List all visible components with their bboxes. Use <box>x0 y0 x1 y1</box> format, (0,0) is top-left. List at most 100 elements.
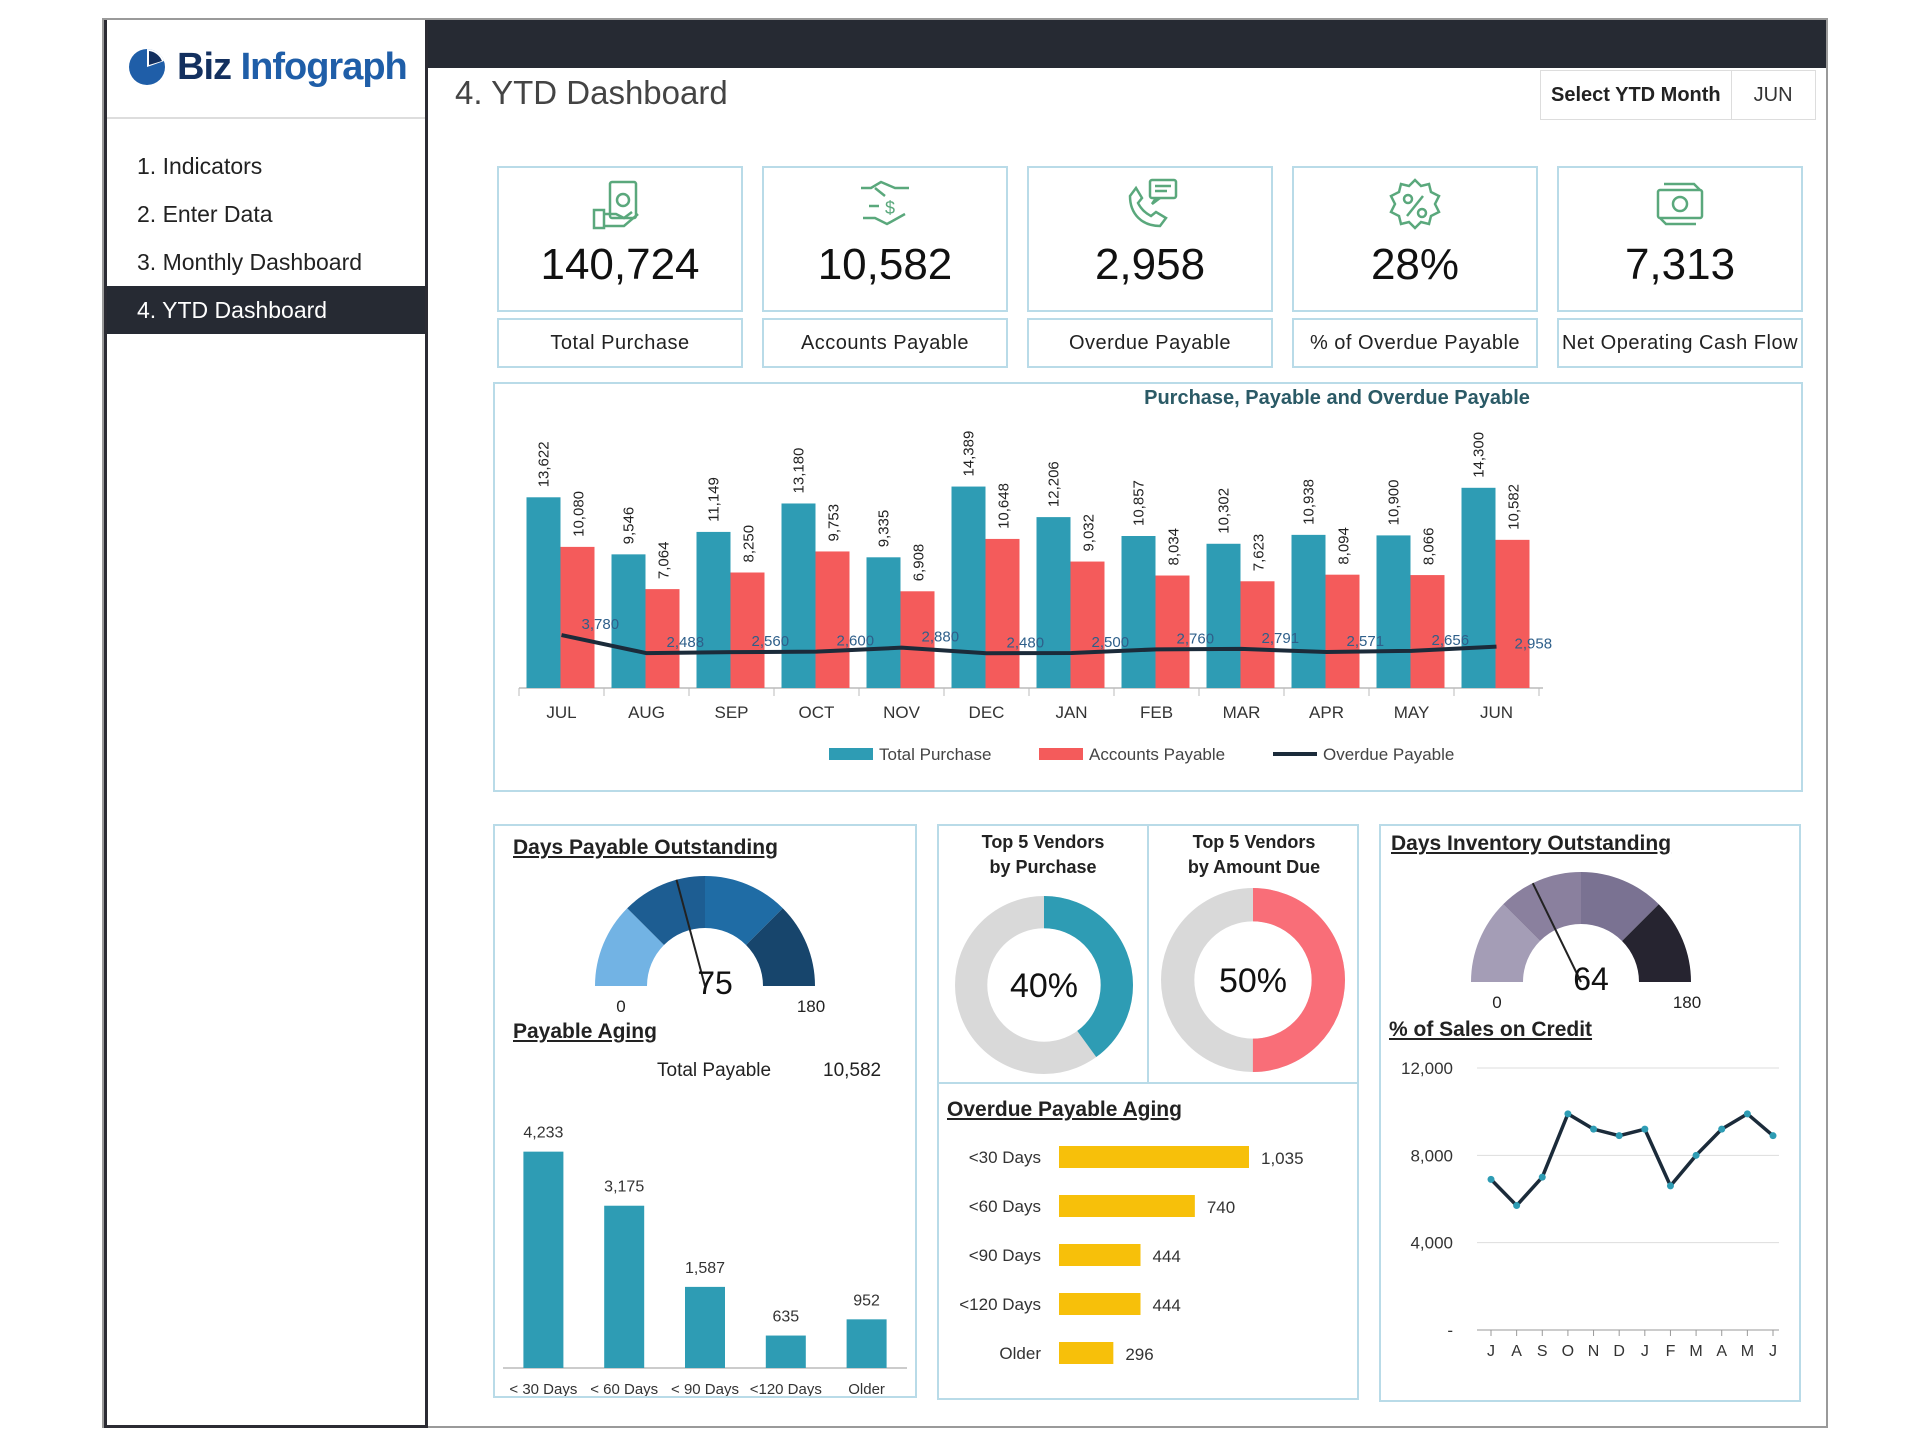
top5-due-title: Top 5 Vendors by Amount Due <box>1149 830 1359 880</box>
gauge-segment <box>595 908 664 986</box>
overdue-aging-bar <box>1059 1293 1141 1315</box>
overdue-aging-value: 1,035 <box>1261 1149 1304 1168</box>
dashboard-frame <box>102 18 1828 1428</box>
dpo-gauge: 75 0 180 <box>595 876 825 1016</box>
kpi-value: 2,958 <box>1094 240 1206 289</box>
overdue-aging-label: <120 Days <box>959 1295 1041 1314</box>
credit-point <box>1487 1175 1495 1183</box>
top5-due-donut: 50% <box>1161 888 1345 1072</box>
ytd-month-value[interactable]: JUN <box>1753 83 1793 106</box>
bar-total-purchase <box>1121 536 1156 688</box>
y-tick-label: 8,000 <box>1410 1146 1453 1165</box>
overdue-aging-bar <box>1059 1244 1141 1266</box>
kpi-card-total-purchase: 140,724 <box>497 166 743 312</box>
data-label-total-purchase: 13,180 <box>791 448 808 494</box>
cash-hand-icon <box>592 180 639 230</box>
phone-chat-icon <box>1128 178 1178 228</box>
x-tick-label: D <box>1613 1343 1625 1360</box>
bar-accounts-payable <box>1410 575 1445 688</box>
data-label-overdue-payable: 2,600 <box>837 633 875 650</box>
dpo-title: Days Payable Outstanding <box>513 836 778 859</box>
data-label-accounts-payable: 10,582 <box>1506 484 1523 530</box>
aging-x-label: < 90 Days <box>671 1381 739 1396</box>
overdue-aging-value: 444 <box>1153 1247 1181 1266</box>
vendors-divider <box>1147 826 1149 1082</box>
x-tick-label: N <box>1588 1343 1600 1360</box>
sidebar: Biz Infograph 1. Indicators 2. Enter Dat… <box>104 20 428 1428</box>
bar-total-purchase <box>866 557 901 688</box>
overdue-aging-label: <60 Days <box>969 1197 1041 1216</box>
data-label-overdue-payable: 3,780 <box>582 616 620 633</box>
dio-title: Days Inventory Outstanding <box>1391 832 1672 855</box>
data-label-overdue-payable: 2,560 <box>752 633 790 650</box>
kpi-label-percent-overdue: % of Overdue Payable <box>1292 318 1538 368</box>
bar-accounts-payable <box>900 591 935 688</box>
gauge-needle <box>1531 882 1582 983</box>
legend-label-total-purchase: Total Purchase <box>879 745 991 764</box>
data-label-total-purchase: 9,546 <box>621 507 638 545</box>
gauge-min-label: 0 <box>616 997 625 1016</box>
x-tick-label: MAR <box>1223 703 1261 722</box>
x-tick-label: AUG <box>628 703 665 722</box>
bar-accounts-payable <box>560 546 595 688</box>
aging-bar <box>604 1205 645 1368</box>
nav-item-ytd-dashboard[interactable]: 4. YTD Dashboard <box>107 286 425 334</box>
kpi-value: 7,313 <box>1624 240 1736 289</box>
ytd-month-selector[interactable]: Select YTD Month JUN <box>1540 70 1816 120</box>
credit-point <box>1666 1182 1674 1190</box>
data-label-accounts-payable: 8,034 <box>1166 528 1183 566</box>
overdue-aging-bar <box>1059 1195 1195 1217</box>
data-label-accounts-payable: 7,064 <box>656 542 673 580</box>
brand-logo: Biz Infograph <box>127 42 408 92</box>
gauge-needle <box>675 879 706 987</box>
kpi-card-overdue-payable: 2,958 <box>1027 166 1273 312</box>
panel-purchase-payable: Purchase, Payable and Overdue Payable 13,… <box>493 382 1803 792</box>
data-label-total-purchase: 10,302 <box>1216 488 1233 534</box>
bar-total-purchase <box>611 554 646 688</box>
donut-value-arc <box>1161 888 1345 1072</box>
data-label-accounts-payable: 6,908 <box>911 544 928 582</box>
aging-data-label: 952 <box>853 1292 880 1309</box>
credit-point <box>1590 1125 1598 1133</box>
nav-item-monthly-dashboard[interactable]: 3. Monthly Dashboard <box>137 249 363 275</box>
x-tick-label: S <box>1537 1343 1548 1360</box>
chart-title: Purchase, Payable and Overdue Payable <box>1144 387 1530 409</box>
credit-line <box>1489 1111 1775 1209</box>
credit-point <box>1743 1110 1751 1118</box>
data-label-overdue-payable: 2,880 <box>922 629 960 646</box>
sidebar-nav: 1. Indicators 2. Enter Data 3. Monthly D… <box>107 142 425 334</box>
data-label-overdue-payable: 2,480 <box>1007 634 1045 651</box>
x-tick-label: DEC <box>969 703 1005 722</box>
nav-item-indicators[interactable]: 1. Indicators <box>137 153 263 179</box>
x-tick-label: M <box>1689 1343 1702 1360</box>
top5-purchase-line2: by Purchase <box>989 857 1097 877</box>
gauge-max-label: 180 <box>1673 993 1701 1012</box>
bar-accounts-payable <box>1240 581 1275 688</box>
bar-accounts-payable <box>645 589 680 688</box>
kpi-value: 140,724 <box>540 240 700 289</box>
bar-total-purchase <box>781 503 816 688</box>
x-tick-label: A <box>1716 1343 1727 1360</box>
x-tick-label: M <box>1741 1343 1754 1360</box>
kpi-label-total-purchase: Total Purchase <box>497 318 743 368</box>
payable-aging-chart: 4,233 < 30 Days 3,175 < 60 Days 1,587 < 90 Da… <box>503 1125 907 1396</box>
data-label-total-purchase: 13,622 <box>536 441 553 487</box>
credit-point <box>1641 1125 1649 1133</box>
credit-point <box>1564 1110 1572 1118</box>
percent-badge-icon <box>1389 178 1441 230</box>
kpi-label-net-cash-flow: Net Operating Cash Flow <box>1557 318 1803 368</box>
top5-due-line1: Top 5 Vendors <box>1192 832 1316 852</box>
x-tick-label: APR <box>1309 703 1344 722</box>
cash-cycle-icon <box>1656 182 1704 226</box>
data-label-overdue-payable: 2,488 <box>667 634 705 651</box>
kpi-card-percent-overdue: 28% <box>1292 166 1538 312</box>
data-label-total-purchase: 10,900 <box>1386 480 1403 526</box>
data-label-accounts-payable: 10,648 <box>996 483 1013 529</box>
x-tick-label: JUL <box>546 703 576 722</box>
nav-item-enter-data[interactable]: 2. Enter Data <box>137 201 273 227</box>
top5-due-line2: by Amount Due <box>1187 857 1321 877</box>
data-label-total-purchase: 10,938 <box>1301 479 1318 525</box>
dollar-handshake-icon: $ <box>861 180 909 226</box>
line-overdue-payable <box>561 633 1497 656</box>
overdue-aging-title: Overdue Payable Aging <box>947 1098 1182 1121</box>
